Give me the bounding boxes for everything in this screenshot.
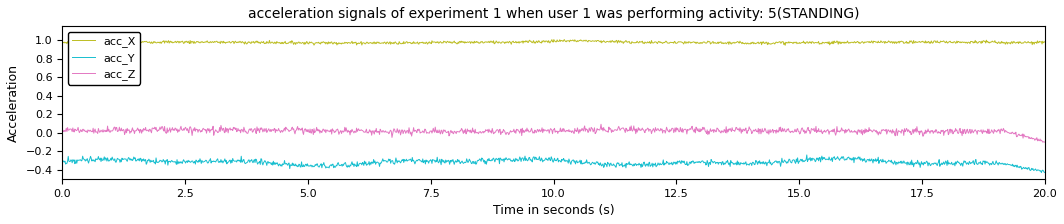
acc_X bbox=[56, 40, 69, 43]
acc_Z bbox=[172, 128, 185, 131]
X-axis label: Time in seconds (s): Time in seconds (s) bbox=[493, 204, 614, 217]
acc_X bbox=[472, 41, 485, 44]
acc_Z bbox=[132, 129, 145, 132]
acc_Y bbox=[511, 158, 523, 161]
acc_X bbox=[548, 38, 561, 41]
acc_X bbox=[616, 40, 629, 43]
acc_Z bbox=[1038, 141, 1051, 143]
acc_X bbox=[779, 44, 792, 47]
acc_Z bbox=[56, 127, 69, 130]
Line: acc_X: acc_X bbox=[63, 40, 1045, 45]
acc_X bbox=[511, 41, 523, 43]
acc_Z bbox=[511, 129, 523, 131]
Line: acc_Z: acc_Z bbox=[63, 124, 1045, 142]
acc_Y bbox=[172, 160, 185, 163]
acc_Y bbox=[1038, 171, 1051, 174]
Y-axis label: Acceleration: Acceleration bbox=[7, 64, 20, 142]
acc_Z bbox=[1036, 141, 1049, 143]
acc_Y bbox=[472, 158, 485, 161]
acc_Y bbox=[800, 154, 813, 156]
acc_Z bbox=[472, 131, 485, 133]
acc_Y bbox=[615, 164, 628, 167]
acc_X bbox=[172, 40, 185, 43]
acc_X bbox=[1038, 40, 1051, 43]
acc_Y bbox=[132, 159, 145, 162]
acc_Z bbox=[493, 128, 505, 131]
Legend: acc_X, acc_Y, acc_Z: acc_X, acc_Y, acc_Z bbox=[68, 32, 140, 84]
acc_Z bbox=[616, 127, 629, 130]
acc_Z bbox=[595, 123, 608, 126]
acc_X bbox=[132, 41, 145, 43]
acc_Y bbox=[493, 162, 505, 165]
acc_Y bbox=[56, 162, 69, 164]
acc_X bbox=[493, 41, 505, 43]
acc_Y bbox=[1035, 171, 1048, 174]
Title: acceleration signals of experiment 1 when user 1 was performing activity: 5(STAN: acceleration signals of experiment 1 whe… bbox=[248, 7, 860, 21]
Line: acc_Y: acc_Y bbox=[63, 155, 1045, 173]
